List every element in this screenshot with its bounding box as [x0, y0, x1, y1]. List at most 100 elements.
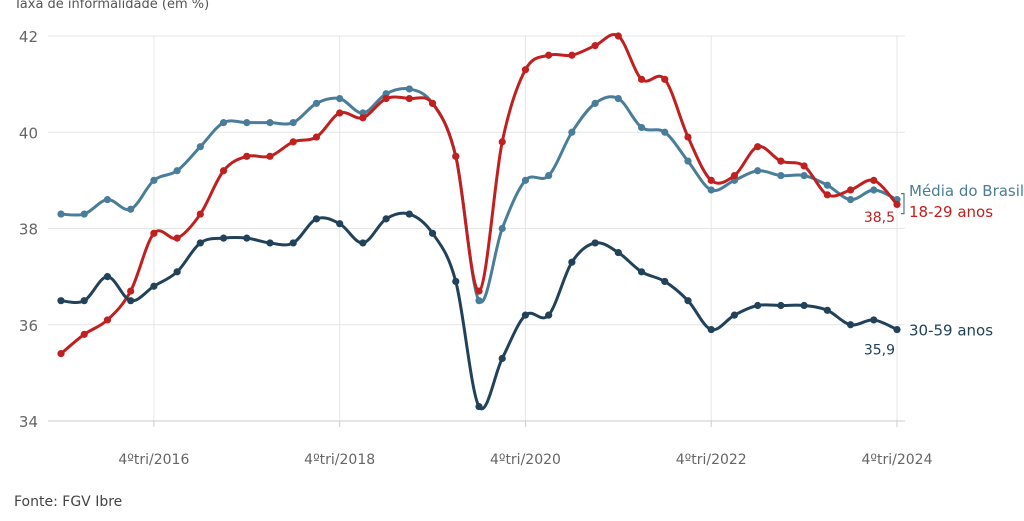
data-point	[312, 215, 321, 223]
data-point	[800, 301, 808, 310]
data-point	[684, 297, 692, 305]
x-tick-label: 4ºtri/2022	[676, 452, 747, 468]
data-point	[80, 210, 88, 218]
data-point	[289, 119, 297, 127]
data-point	[150, 229, 158, 237]
data-point	[730, 171, 739, 180]
data-point	[80, 297, 88, 305]
x-tick-label: 4ºtri/2016	[118, 452, 189, 468]
data-point	[545, 311, 553, 319]
data-point	[823, 306, 831, 314]
data-point	[754, 143, 762, 151]
data-point	[661, 277, 669, 286]
data-point	[428, 229, 437, 237]
data-point	[545, 171, 553, 180]
data-point	[707, 186, 715, 194]
data-point	[452, 152, 460, 160]
data-point	[754, 301, 762, 310]
data-point	[80, 330, 88, 338]
data-point	[266, 119, 274, 127]
data-point	[127, 287, 135, 295]
data-point	[823, 181, 831, 189]
series-line	[60, 86, 898, 304]
data-point	[591, 239, 599, 247]
series-line	[60, 211, 898, 411]
legend-label-18-29: 18-29 anos	[909, 203, 993, 221]
data-point	[893, 200, 901, 209]
data-point	[336, 220, 344, 228]
end-value-label-18-29: 38,5	[864, 210, 895, 226]
series-18-29-anos	[57, 32, 901, 358]
series-media-do-brasil	[57, 85, 901, 305]
data-point	[266, 239, 274, 247]
data-point	[614, 248, 622, 257]
data-point	[545, 51, 553, 59]
data-point	[173, 234, 181, 242]
data-point	[754, 167, 762, 175]
data-point	[521, 176, 530, 184]
x-tick-label: 4ºtri/2020	[490, 452, 561, 468]
data-point	[219, 119, 228, 127]
data-point	[777, 171, 785, 180]
data-point	[475, 297, 483, 305]
data-point	[777, 301, 785, 310]
data-point	[823, 191, 831, 199]
data-point	[57, 297, 65, 305]
data-point	[336, 109, 344, 117]
data-point	[893, 325, 901, 334]
data-point	[591, 42, 599, 50]
data-point	[846, 186, 855, 194]
data-point	[243, 234, 251, 242]
data-point	[103, 196, 112, 204]
data-point	[289, 239, 297, 247]
y-tick-label: 34	[19, 413, 38, 431]
y-tick-label: 38	[19, 221, 38, 239]
data-point	[870, 316, 878, 324]
data-point	[150, 176, 158, 184]
data-point	[568, 51, 576, 59]
source-note: Fonte: FGV Ibre	[14, 494, 123, 510]
data-point	[127, 205, 135, 213]
end-value-label-30-59: 35,9	[864, 343, 895, 359]
data-point	[475, 287, 483, 295]
data-point	[336, 94, 344, 103]
data-point	[870, 186, 878, 194]
data-point	[800, 162, 808, 170]
data-point	[707, 325, 715, 334]
data-point	[521, 66, 530, 74]
data-point	[173, 268, 181, 276]
data-point	[243, 152, 251, 160]
data-point	[870, 176, 878, 184]
data-point	[57, 350, 65, 358]
data-point	[475, 402, 483, 411]
data-point	[196, 239, 204, 247]
data-point	[568, 128, 576, 136]
data-point	[846, 196, 855, 204]
data-point	[684, 133, 692, 141]
y-tick-label: 42	[19, 28, 38, 46]
data-point	[405, 85, 413, 93]
data-point	[405, 94, 413, 103]
data-point	[196, 210, 204, 218]
legend-label-30-59: 30-59 anos	[909, 322, 993, 340]
data-point	[498, 224, 506, 233]
data-point	[498, 354, 506, 363]
x-tick-label: 4ºtri/2024	[862, 452, 933, 468]
data-point	[312, 133, 321, 141]
data-point	[196, 143, 204, 151]
y-axis-title: Taxa de informalidade (em %)	[14, 0, 210, 12]
data-point	[661, 75, 669, 83]
data-point	[103, 273, 112, 281]
data-point	[730, 311, 739, 319]
data-point	[637, 123, 646, 132]
data-point	[800, 171, 808, 180]
y-tick-label: 40	[19, 124, 38, 142]
data-point	[637, 75, 646, 83]
legend-bracket	[901, 193, 905, 215]
data-point	[127, 297, 135, 305]
data-point	[243, 119, 251, 127]
data-point	[707, 176, 715, 184]
data-point	[359, 114, 367, 122]
